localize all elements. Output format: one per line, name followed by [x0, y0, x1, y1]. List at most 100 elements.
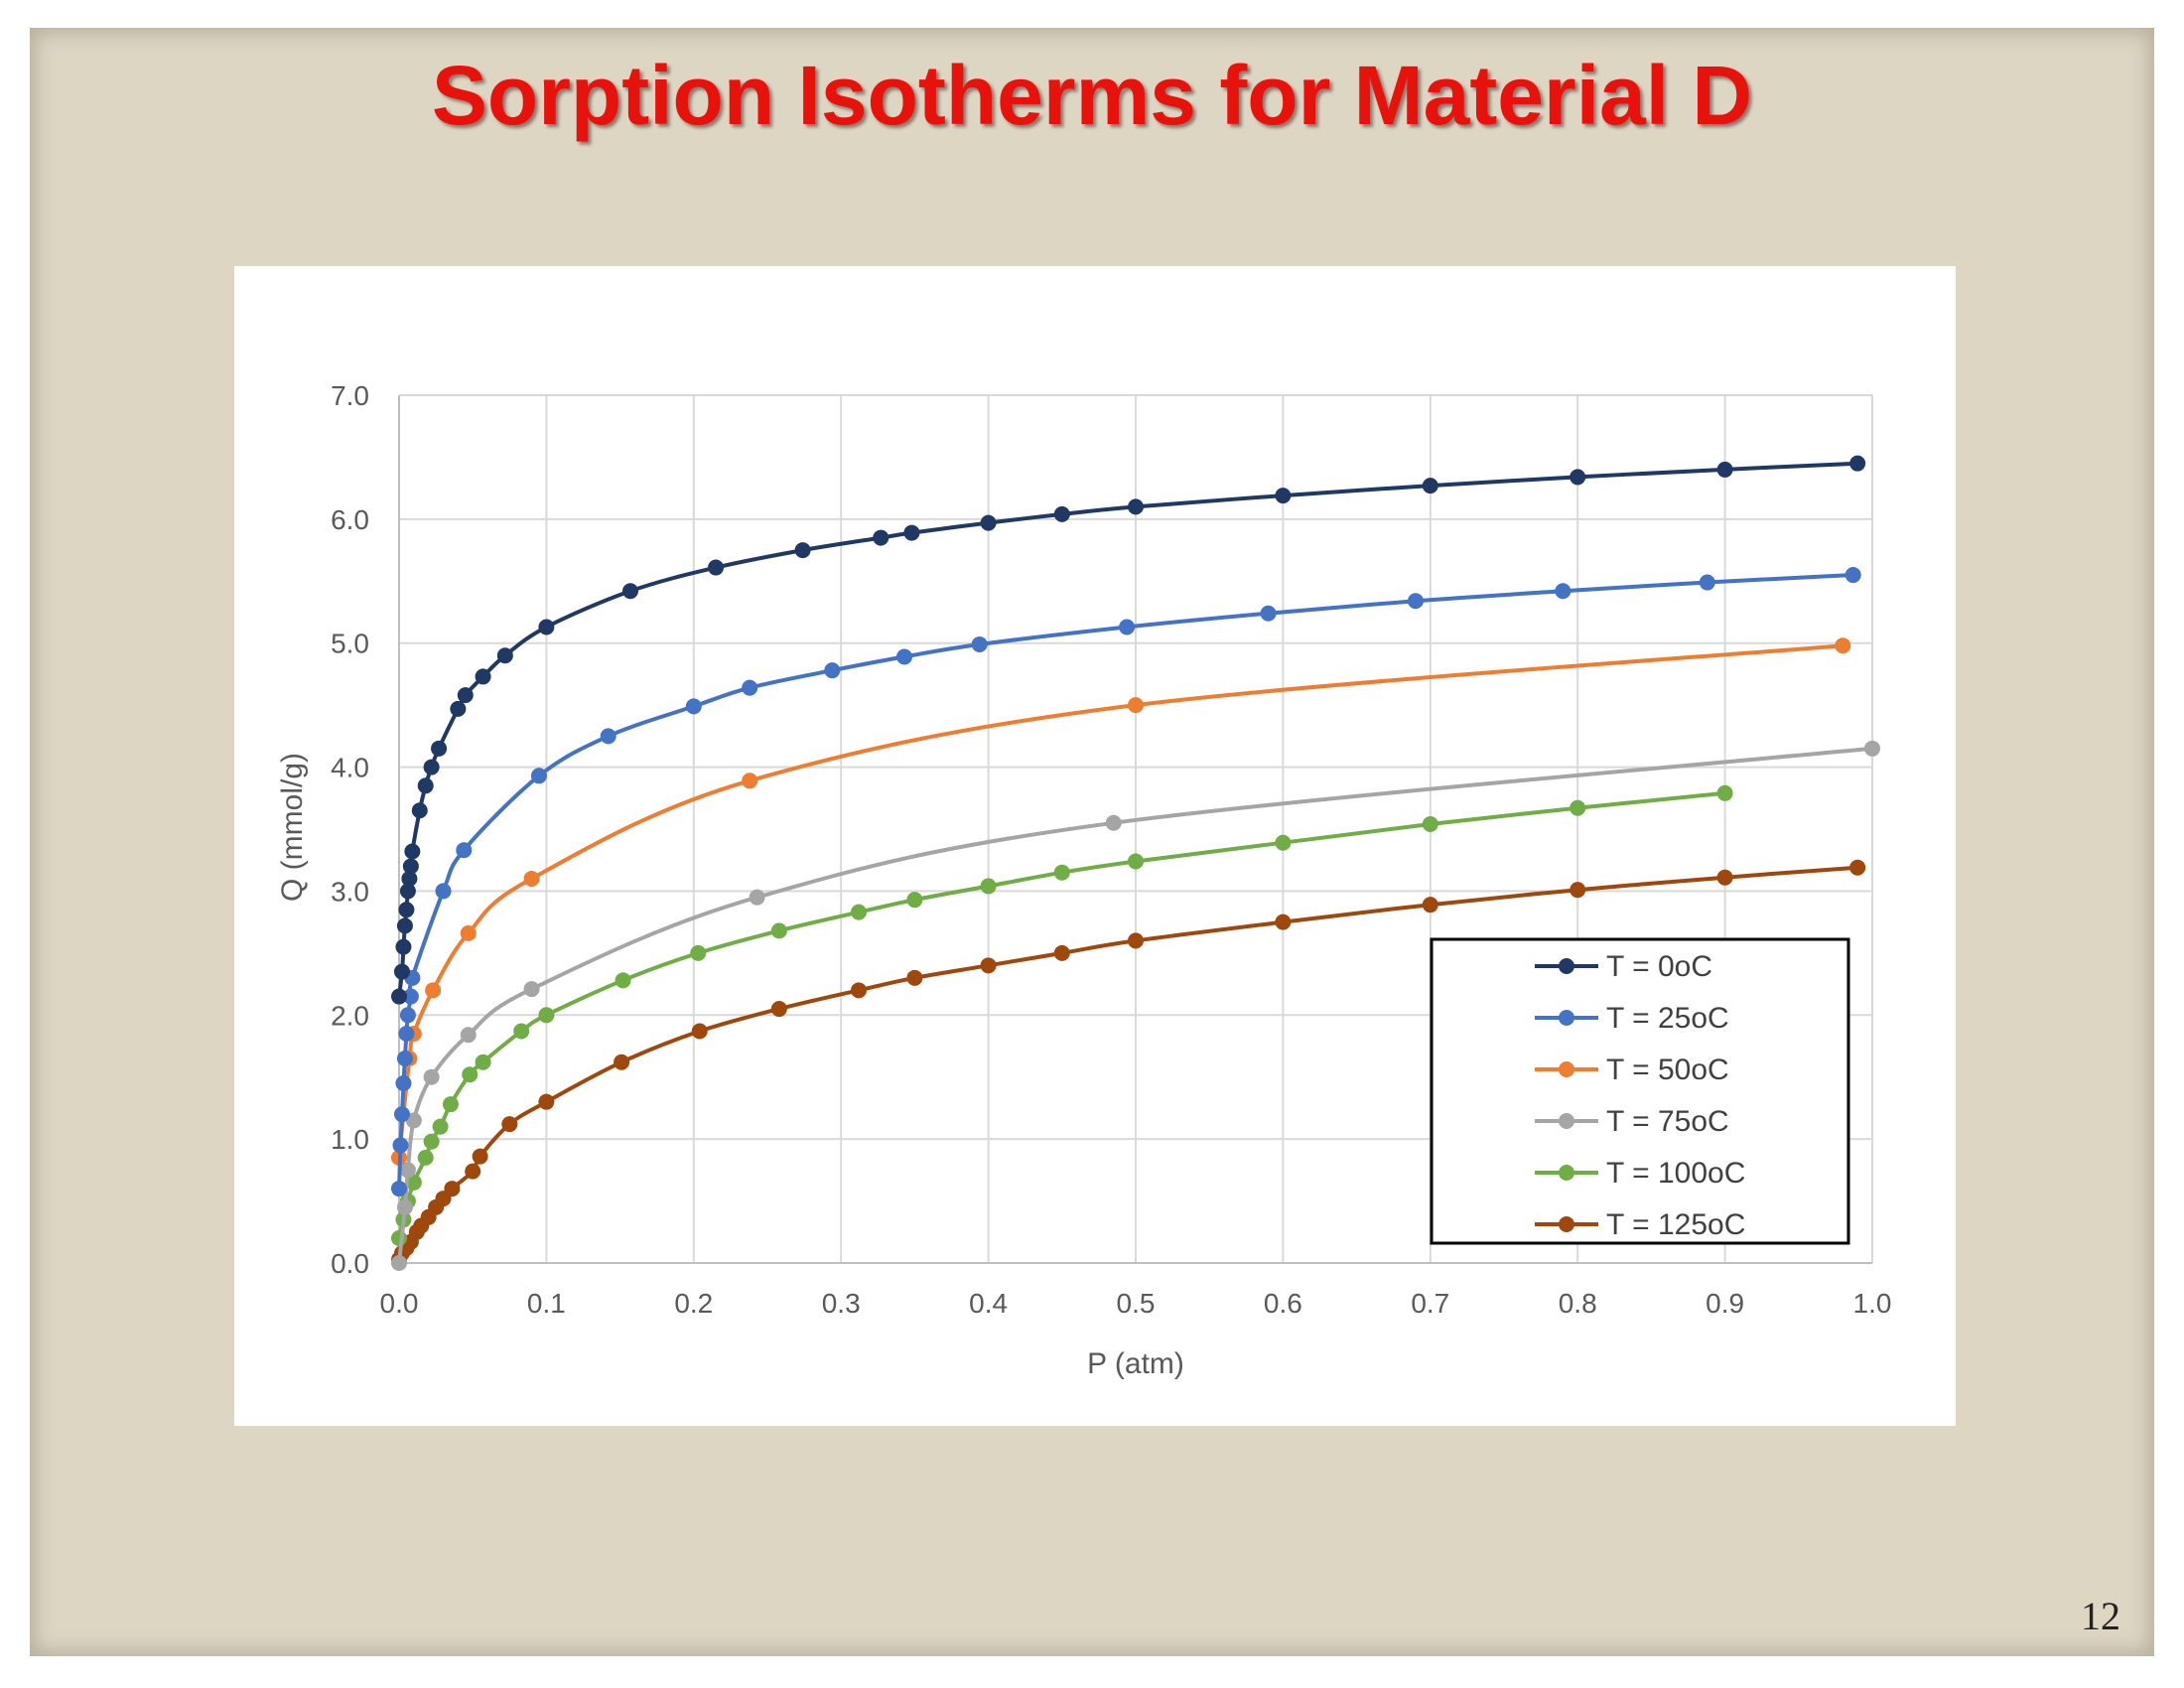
x-tick-label: 0.4 [969, 1288, 1008, 1319]
x-tick-label: 0.7 [1411, 1288, 1449, 1319]
data-point [1260, 605, 1277, 622]
legend-label: T = 125oC [1606, 1208, 1745, 1241]
data-point [614, 972, 631, 989]
data-point [794, 542, 811, 559]
data-point [873, 529, 889, 546]
y-tick-label: 7.0 [331, 380, 369, 411]
legend-entry: T = 75oC [1535, 1105, 1729, 1138]
data-point [401, 870, 418, 887]
data-point [1864, 740, 1880, 757]
data-point [523, 870, 540, 887]
data-point [1835, 637, 1851, 654]
data-point [391, 1255, 407, 1271]
data-point [1570, 799, 1586, 816]
y-tick-label: 3.0 [331, 876, 369, 907]
data-point [396, 1198, 413, 1215]
legend-marker [1559, 958, 1574, 974]
data-point [708, 559, 725, 576]
data-point [1570, 882, 1586, 899]
data-point [395, 938, 412, 955]
data-point [1849, 859, 1866, 876]
data-point [538, 1007, 555, 1024]
data-point [432, 1118, 449, 1135]
data-point [690, 944, 707, 961]
data-point [391, 1230, 407, 1247]
data-point [1699, 574, 1715, 591]
data-point [1128, 853, 1144, 870]
data-point [393, 963, 410, 980]
data-point [399, 1007, 416, 1024]
data-point [462, 1066, 478, 1083]
data-point [600, 728, 616, 745]
data-point [749, 889, 765, 906]
data-point [423, 759, 440, 775]
page-number: 12 [2081, 1594, 2120, 1638]
x-tick-label: 0.0 [380, 1288, 419, 1319]
data-point [396, 917, 413, 934]
data-point [770, 1001, 787, 1018]
data-point [444, 1181, 461, 1197]
legend-marker [1559, 1216, 1574, 1232]
data-point [1555, 583, 1571, 600]
data-point [393, 1106, 410, 1123]
data-point [971, 635, 988, 652]
legend-label: T = 0oC [1606, 950, 1712, 983]
data-point [824, 662, 841, 679]
y-tick-label: 5.0 [331, 629, 369, 659]
legend-marker [1559, 1165, 1574, 1181]
data-point [399, 883, 416, 900]
data-point [456, 842, 473, 859]
data-point [851, 982, 868, 999]
data-point [391, 988, 407, 1005]
data-point [1422, 478, 1438, 494]
x-tick-label: 0.6 [1264, 1288, 1302, 1319]
data-point [1844, 567, 1861, 584]
chart-panel: 0.0 0.1 0.2 0.3 0.4 0.5 0.6 0.7 0.8 0.9 1.0 0.0 1.0 2… [234, 266, 1956, 1426]
data-point [523, 981, 540, 998]
data-point [851, 904, 868, 920]
legend-entry: T = 100oC [1535, 1157, 1745, 1190]
data-point [1275, 834, 1292, 851]
data-point [742, 773, 758, 789]
legend-label: T = 75oC [1606, 1105, 1729, 1138]
data-point [896, 648, 913, 665]
data-point [391, 1181, 407, 1197]
data-point [472, 1148, 488, 1165]
data-point [1716, 869, 1733, 886]
data-point [1128, 932, 1144, 949]
data-point [402, 858, 419, 875]
data-point [423, 1068, 440, 1085]
data-point [411, 802, 428, 819]
legend-entry: T = 0oC [1535, 950, 1712, 983]
x-tick-label: 0.9 [1706, 1288, 1744, 1319]
data-point [538, 1093, 555, 1110]
series-t-25oc [391, 567, 1861, 1197]
tick-labels: 0.0 0.1 0.2 0.3 0.4 0.5 0.6 0.7 0.8 0.9 1.0 0.0 1.0 2… [331, 380, 1891, 1319]
legend-marker [1559, 1113, 1574, 1129]
data-point [417, 777, 434, 794]
data-point [1105, 814, 1122, 831]
y-tick-label: 6.0 [331, 504, 369, 535]
data-point [398, 902, 415, 918]
data-point [425, 982, 442, 999]
series-line [397, 461, 1858, 997]
data-point [405, 1174, 422, 1191]
data-point [770, 922, 787, 939]
data-point [1128, 498, 1144, 515]
data-point [614, 1054, 630, 1070]
series-t-75oc [391, 740, 1880, 1271]
data-point [1275, 488, 1292, 504]
data-point [399, 1162, 416, 1179]
data-point [538, 619, 555, 635]
data-point [1422, 816, 1438, 833]
legend-label: T = 100oC [1606, 1157, 1745, 1190]
data-point [465, 1163, 481, 1180]
data-point [402, 988, 419, 1005]
data-point [475, 1054, 491, 1070]
y-tick-label: 4.0 [331, 753, 369, 783]
data-point [404, 843, 421, 860]
data-point [1053, 944, 1070, 961]
legend-marker [1559, 1061, 1574, 1077]
series-lines [391, 455, 1880, 1271]
legend-label: T = 25oC [1606, 1002, 1729, 1035]
